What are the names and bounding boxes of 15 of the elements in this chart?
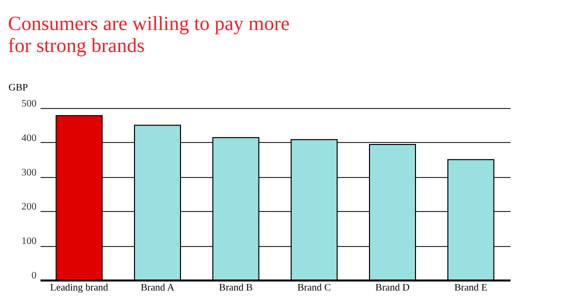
y-axis-title: GBP	[8, 82, 28, 94]
x-tick-label: Leading brand	[50, 282, 108, 294]
x-tick-label: Brand B	[219, 282, 253, 294]
y-tick-label: 200	[22, 202, 36, 213]
text: Consumers are willing to pay more	[8, 13, 290, 35]
y-tick-label: 0	[32, 270, 36, 282]
x-tick-label: Brand D	[375, 282, 410, 294]
x-tick-label: Brand A	[140, 282, 176, 294]
y-tick-label: 500	[22, 98, 36, 110]
text: for strong brands	[8, 35, 145, 57]
y-tick-label: 100	[22, 236, 36, 248]
y-tick-label: 400	[22, 132, 36, 144]
y-tick-label: 300	[22, 167, 36, 178]
x-tick-label: Brand C	[297, 282, 332, 294]
x-tick-label: Brand E	[454, 282, 488, 294]
